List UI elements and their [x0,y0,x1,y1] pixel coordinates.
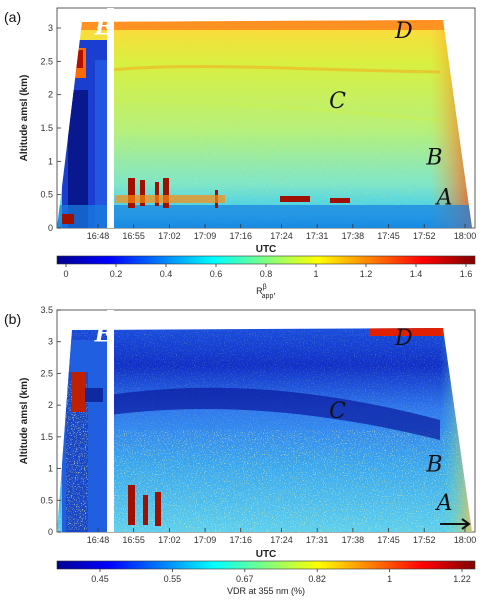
panel-a-ylabel: Altitude amsl (km) [19,75,30,162]
panel-a-data-gap [107,8,114,228]
colorbar-tick-label: 0 [63,269,68,279]
panel-a-colorbar-label-main: R [256,286,263,296]
panel-b-heatmap-image [57,328,472,532]
x-tick-label: 17:52 [413,231,436,241]
x-tick-label: 17:24 [270,535,293,545]
colorbar-tick-label: 1 [387,574,392,584]
x-tick-label: 17:38 [342,535,365,545]
panel-a-colorbar-label-suffix: , [273,286,276,296]
x-tick-label: 17:24 [270,231,293,241]
x-tick-label: 16:48 [87,535,110,545]
y-tick-label: 1.5 [40,432,53,442]
annotation-c: C [329,399,346,424]
x-tick-label: 18:00 [454,231,477,241]
colorbar-tick-label: 0.8 [260,269,273,279]
colorbar-tick-label: 0.55 [164,574,182,584]
x-tick-label: 17:16 [229,535,252,545]
panel-b-colorbar-label: VDR at 355 nm (%) [227,586,305,596]
panel-a-colorbar-label-sub: app [262,293,274,300]
annotation-b: B [425,146,442,171]
colorbar-tick-label: 0.2 [110,269,123,279]
y-tick-label: 3 [48,23,53,33]
y-tick-label: 2.5 [40,56,53,66]
annotation-a: A [435,186,453,211]
colorbar-tick-label: 1.6 [460,269,473,279]
annotation-d: D [394,326,413,351]
annotation-e: E [94,322,113,348]
y-tick-label: 2.5 [40,368,53,378]
colorbar-tick-label: 0.82 [308,574,326,584]
colorbar-tick-label: 1.2 [360,269,373,279]
x-tick-label: 17:09 [194,231,217,241]
panel-a-colorbar-label: Rβ app, [256,284,276,300]
colorbar-tick-label: 0.45 [91,574,109,584]
y-tick-label: 3 [48,337,53,347]
x-tick-label: 17:02 [158,535,181,545]
panel-a-colorbar-label-sup: β [263,284,267,291]
x-tick-label: 17:38 [342,231,365,241]
y-tick-label: 2 [48,90,53,100]
panel-b-data-gap [107,310,114,532]
annotation-c: C [329,89,346,114]
x-tick-label: 17:09 [194,535,217,545]
y-tick-label: 1.5 [40,123,53,133]
y-tick-label: 1 [48,156,53,166]
panel-b-arrow [440,518,471,530]
y-tick-label: 2 [48,400,53,410]
annotation-e: E [94,15,113,41]
panel-b-xlabel: UTC [256,549,277,560]
x-tick-label: 17:16 [229,231,252,241]
x-tick-label: 16:48 [87,231,110,241]
y-tick-label: 0.5 [40,495,53,505]
annotation-b: B [425,453,442,478]
colorbar-tick-label: 0.4 [160,269,173,279]
y-tick-label: 0 [48,223,53,233]
colorbar-tick-label: 0.67 [236,574,254,584]
panel-a-label: (a) [4,9,21,25]
panel-a-colorbar [56,255,476,265]
x-tick-label: 17:31 [306,231,329,241]
x-tick-label: 17:45 [377,535,400,545]
annotation-d: D [394,19,413,44]
x-tick-label: 16:55 [122,535,145,545]
panel-a: (a) [4,7,477,300]
panel-b: (b) E D C BA [4,305,476,596]
x-tick-label: 17:52 [413,535,436,545]
x-tick-label: 17:45 [377,231,400,241]
y-tick-label: 3.5 [40,305,53,315]
annotation-a: A [435,491,453,516]
y-tick-label: 1 [48,464,53,474]
panel-a-xlabel: UTC [256,244,277,255]
colorbar-tick-label: 0.6 [210,269,223,279]
y-tick-label: 0 [48,527,53,537]
colorbar-tick-label: 1 [313,269,318,279]
colorbar-tick-label: 1.22 [453,574,471,584]
panel-b-ylabel: Altitude amsl (km) [19,378,30,465]
colorbar-tick-label: 1.4 [410,269,423,279]
x-tick-label: 17:31 [306,535,329,545]
x-tick-label: 17:02 [158,231,181,241]
panel-b-label: (b) [4,311,21,327]
x-tick-label: 16:55 [122,231,145,241]
y-tick-label: 0.5 [40,190,53,200]
panel-b-colorbar [56,560,476,570]
x-tick-label: 18:00 [454,535,477,545]
